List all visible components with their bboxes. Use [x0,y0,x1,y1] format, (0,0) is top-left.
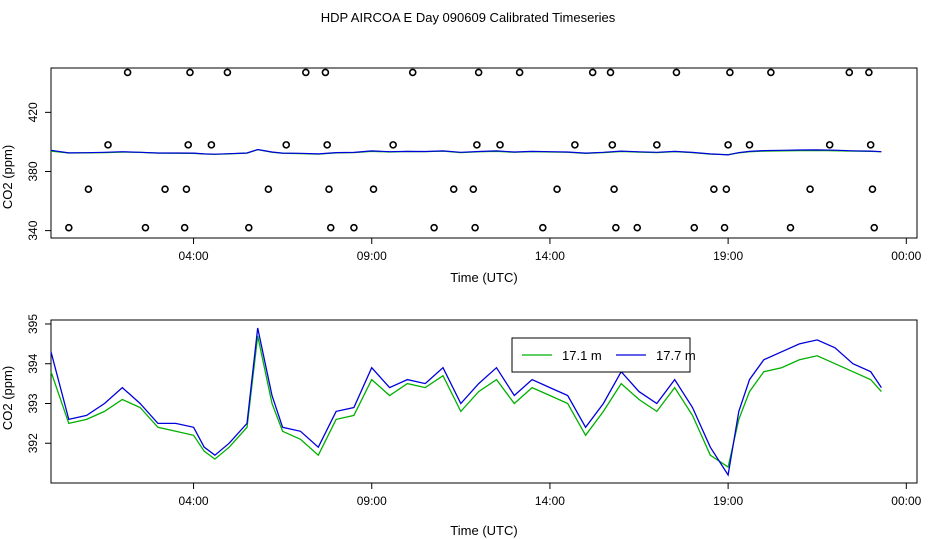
calibration-point [845,68,854,77]
calibration-point [469,185,478,194]
calibration-point [672,68,681,77]
y-tick-label: 393 [26,393,40,413]
calibration-point [65,223,73,232]
calibration-point [866,141,875,149]
y-tick-label: 392 [26,433,40,453]
x-tick-label: 09:00 [357,249,387,263]
panel-2-ticks: 04:00 09:00 14:00 19:00 00:00 392 393 394 395 [26,314,922,508]
calibration-point [123,68,132,77]
calibration-point [553,185,561,194]
calibration-point [389,141,397,149]
series-line [50,335,882,469]
calibration-point [865,68,873,77]
x-tick-label: 04:00 [179,249,209,263]
legend-label-17-7: 17.7 m [656,348,696,363]
x-tick-label: 14:00 [535,494,565,508]
calibration-point [186,68,194,77]
x-tick-label: 04:00 [179,494,209,508]
x-tick-label: 09:00 [357,494,387,508]
calibration-point [515,68,524,77]
x-tick-label: 19:00 [713,249,743,263]
calibration-point [608,141,617,149]
calibration-point [408,68,417,77]
figure-title: HDP AIRCOA E Day 090609 Calibrated Times… [321,10,616,25]
calibration-point [84,185,93,194]
y-tick-label: 395 [26,314,40,334]
calibration-point [244,223,253,232]
calibration-point [571,141,579,149]
panel-1-series [50,148,882,156]
calibration-point [182,185,191,194]
calibration-point [633,223,642,232]
calibration-point [326,223,335,232]
x-tick-label: 00:00 [891,249,921,263]
x-tick-label: 19:00 [713,494,743,508]
calibration-point [369,185,378,194]
calibration-point [325,185,333,194]
y-tick-label: 340 [26,220,40,240]
panel-2-series [50,327,882,477]
legend-label-17-1: 17.1 m [562,348,602,363]
calibration-point [264,185,273,194]
x-tick-label: 00:00 [891,494,921,508]
panel-1-xlabel: Time (UTC) [450,270,517,285]
y-tick-label: 420 [26,102,40,122]
calibration-point [825,141,834,149]
calibration-point [104,141,112,149]
calibration-point [473,141,481,149]
calibration-point [610,185,618,194]
calibration-point [449,185,458,194]
panel-1-calibration-points [65,68,879,232]
panel-2-ylabel: CO2 (ppm) [0,366,15,430]
calibration-point [868,185,877,194]
calibration-point [350,223,358,232]
calibration-point [161,185,169,194]
calibration-point [207,141,216,149]
y-tick-label: 394 [26,353,40,373]
calibration-point [430,223,438,232]
panel-2-xlabel: Time (UTC) [450,523,517,538]
calibration-point [690,223,699,232]
calibration-point [806,185,814,194]
calibration-point [710,185,718,194]
calibration-point [653,141,661,149]
calibration-point [612,223,620,232]
calibration-point [870,223,879,232]
calibration-point [724,141,732,149]
calibration-point [302,68,310,77]
calibration-point [282,141,291,149]
calibration-point [321,68,330,77]
panel-1-ylabel: CO2 (ppm) [0,145,15,209]
calibration-point [767,68,775,77]
panel-2-frame [50,319,918,484]
panel-1-ticks: 04:00 09:00 14:00 19:00 00:00 340 380 420 [26,102,922,263]
x-tick-label: 14:00 [535,249,565,263]
series-line [50,327,882,477]
calibration-point [786,223,795,232]
calibration-point [745,141,754,149]
calibration-point [588,68,597,77]
panel-1-frame [50,67,918,239]
calibration-point [539,223,547,232]
calibration-point [180,223,189,232]
calibration-point [722,185,731,194]
calibration-point [141,223,150,232]
calibration-point [471,223,479,232]
panel-1-trace [50,148,882,156]
calibration-point [323,141,331,149]
calibration-point [223,68,232,77]
y-tick-label: 380 [26,161,40,181]
calibration-point [496,141,504,149]
calibration-point [606,68,615,77]
calibration-point [474,68,483,77]
calibration-point [726,68,734,77]
calibration-point [720,223,729,232]
calibration-point [184,141,193,149]
